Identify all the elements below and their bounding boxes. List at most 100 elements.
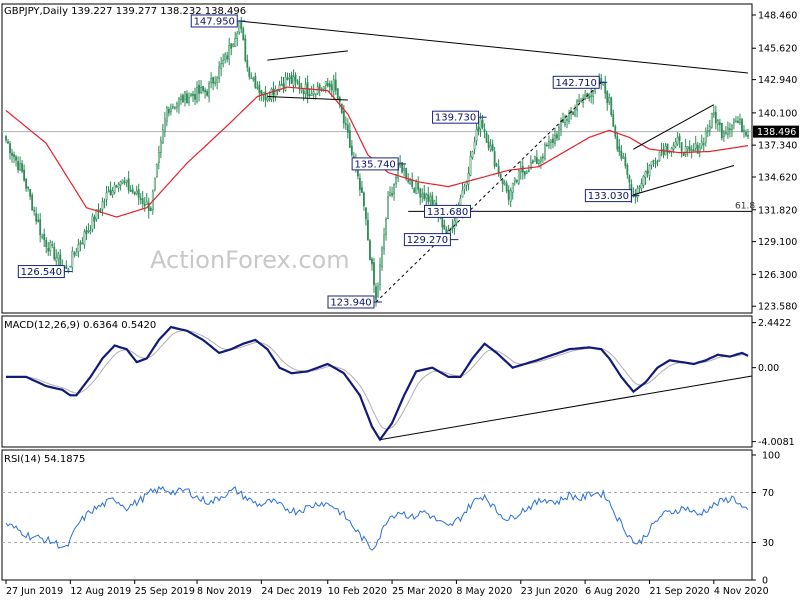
candle-body (121, 179, 124, 184)
candle-body (330, 84, 333, 91)
candle-body (236, 33, 239, 39)
candle-body (342, 111, 345, 124)
candle-body (531, 160, 534, 163)
candle-body (572, 111, 574, 115)
macd-panel[interactable]: 2.4422 0.00 -4.0081 (1, 315, 795, 448)
candle-body (308, 94, 311, 97)
candle-body (73, 252, 76, 255)
candle-body (19, 163, 21, 171)
trendline (633, 165, 735, 196)
candle-body (200, 87, 202, 93)
price-panel[interactable]: 148.460 145.620 142.940 140.100 137.340 134.6… (1, 3, 799, 314)
candle-body (89, 230, 92, 233)
candle-body (294, 75, 297, 82)
candle-body (180, 96, 182, 100)
candle-body (670, 147, 673, 152)
current-price-label: 138.496 (757, 127, 796, 138)
candle-body (387, 196, 389, 219)
candle-body (322, 86, 325, 90)
candle-body (159, 140, 162, 153)
candle-body (125, 180, 128, 183)
price-annotation-label: 123.940 (330, 297, 371, 308)
candle-body (588, 96, 591, 99)
candle-body (389, 192, 391, 196)
candle-body (192, 93, 194, 96)
candle-body (636, 188, 639, 198)
candle-body (123, 181, 126, 184)
candle-body (688, 146, 691, 151)
candle-body (356, 169, 359, 177)
candle-body (652, 159, 655, 162)
candle-body (566, 119, 568, 121)
candle-body (29, 188, 32, 197)
candle-body (527, 170, 530, 172)
candle-body (385, 218, 387, 235)
candle-body (672, 145, 675, 150)
trendline (267, 95, 348, 101)
candle-body (171, 106, 174, 108)
rsi-panel[interactable]: 100 70 30 0 (1, 449, 780, 587)
candle-body (479, 118, 482, 130)
candle-body (111, 190, 114, 196)
trendline (239, 20, 749, 74)
candle-body (485, 132, 488, 143)
candle-body (692, 149, 695, 152)
candle-body (393, 184, 395, 194)
candle-body (499, 173, 502, 178)
candle-body (558, 127, 560, 141)
candle-body (258, 84, 261, 93)
candle-body (423, 192, 426, 200)
candle-body (371, 258, 373, 265)
candle-body (43, 233, 46, 241)
candle-body (729, 128, 731, 131)
candle-body (606, 91, 609, 103)
candle-body (248, 68, 251, 77)
candle-body (463, 186, 466, 190)
candle-body (346, 124, 349, 133)
candle-body (33, 209, 36, 212)
candle-body (298, 83, 301, 90)
candle-body (690, 149, 693, 152)
candle-body (716, 120, 719, 125)
candle-body (103, 200, 106, 203)
price-tick-label: 126.300 (758, 270, 797, 281)
candle-body (115, 185, 118, 188)
candle-body (377, 285, 379, 298)
candle-body (246, 59, 249, 68)
candle-body (535, 157, 538, 165)
candle-body (684, 146, 687, 155)
candle-body (365, 207, 367, 220)
candle-body (252, 78, 255, 80)
candle-body (87, 230, 90, 232)
candle-body (65, 265, 68, 269)
candle-body (461, 190, 464, 198)
candle-body (75, 251, 78, 256)
candle-body (332, 79, 335, 92)
panel-frame (1, 449, 753, 581)
candle-body (312, 91, 315, 95)
candle-body (139, 198, 142, 200)
time-axis-label: 6 Aug 2020 (585, 586, 640, 597)
candle-body (212, 77, 215, 84)
candle-body (230, 43, 233, 49)
candle-body (15, 156, 17, 161)
time-axis-label: 27 Jun 2019 (6, 586, 63, 597)
candle-body (350, 145, 353, 156)
candle-body (57, 253, 60, 259)
time-axis-label: 25 Mar 2020 (392, 586, 452, 597)
candle-body (169, 107, 172, 112)
candle-body (129, 190, 132, 192)
candle-body (546, 144, 548, 147)
price-tick-label: 142.940 (758, 75, 797, 86)
candle-body (676, 137, 679, 145)
candle-body (145, 200, 148, 206)
candle-body (218, 66, 221, 79)
candle-body (240, 21, 243, 30)
candle-body (149, 208, 152, 211)
candle-body (509, 190, 512, 202)
candle-body (11, 152, 13, 156)
candle-body (409, 180, 412, 185)
candle-body (429, 196, 432, 202)
candle-body (113, 184, 116, 193)
